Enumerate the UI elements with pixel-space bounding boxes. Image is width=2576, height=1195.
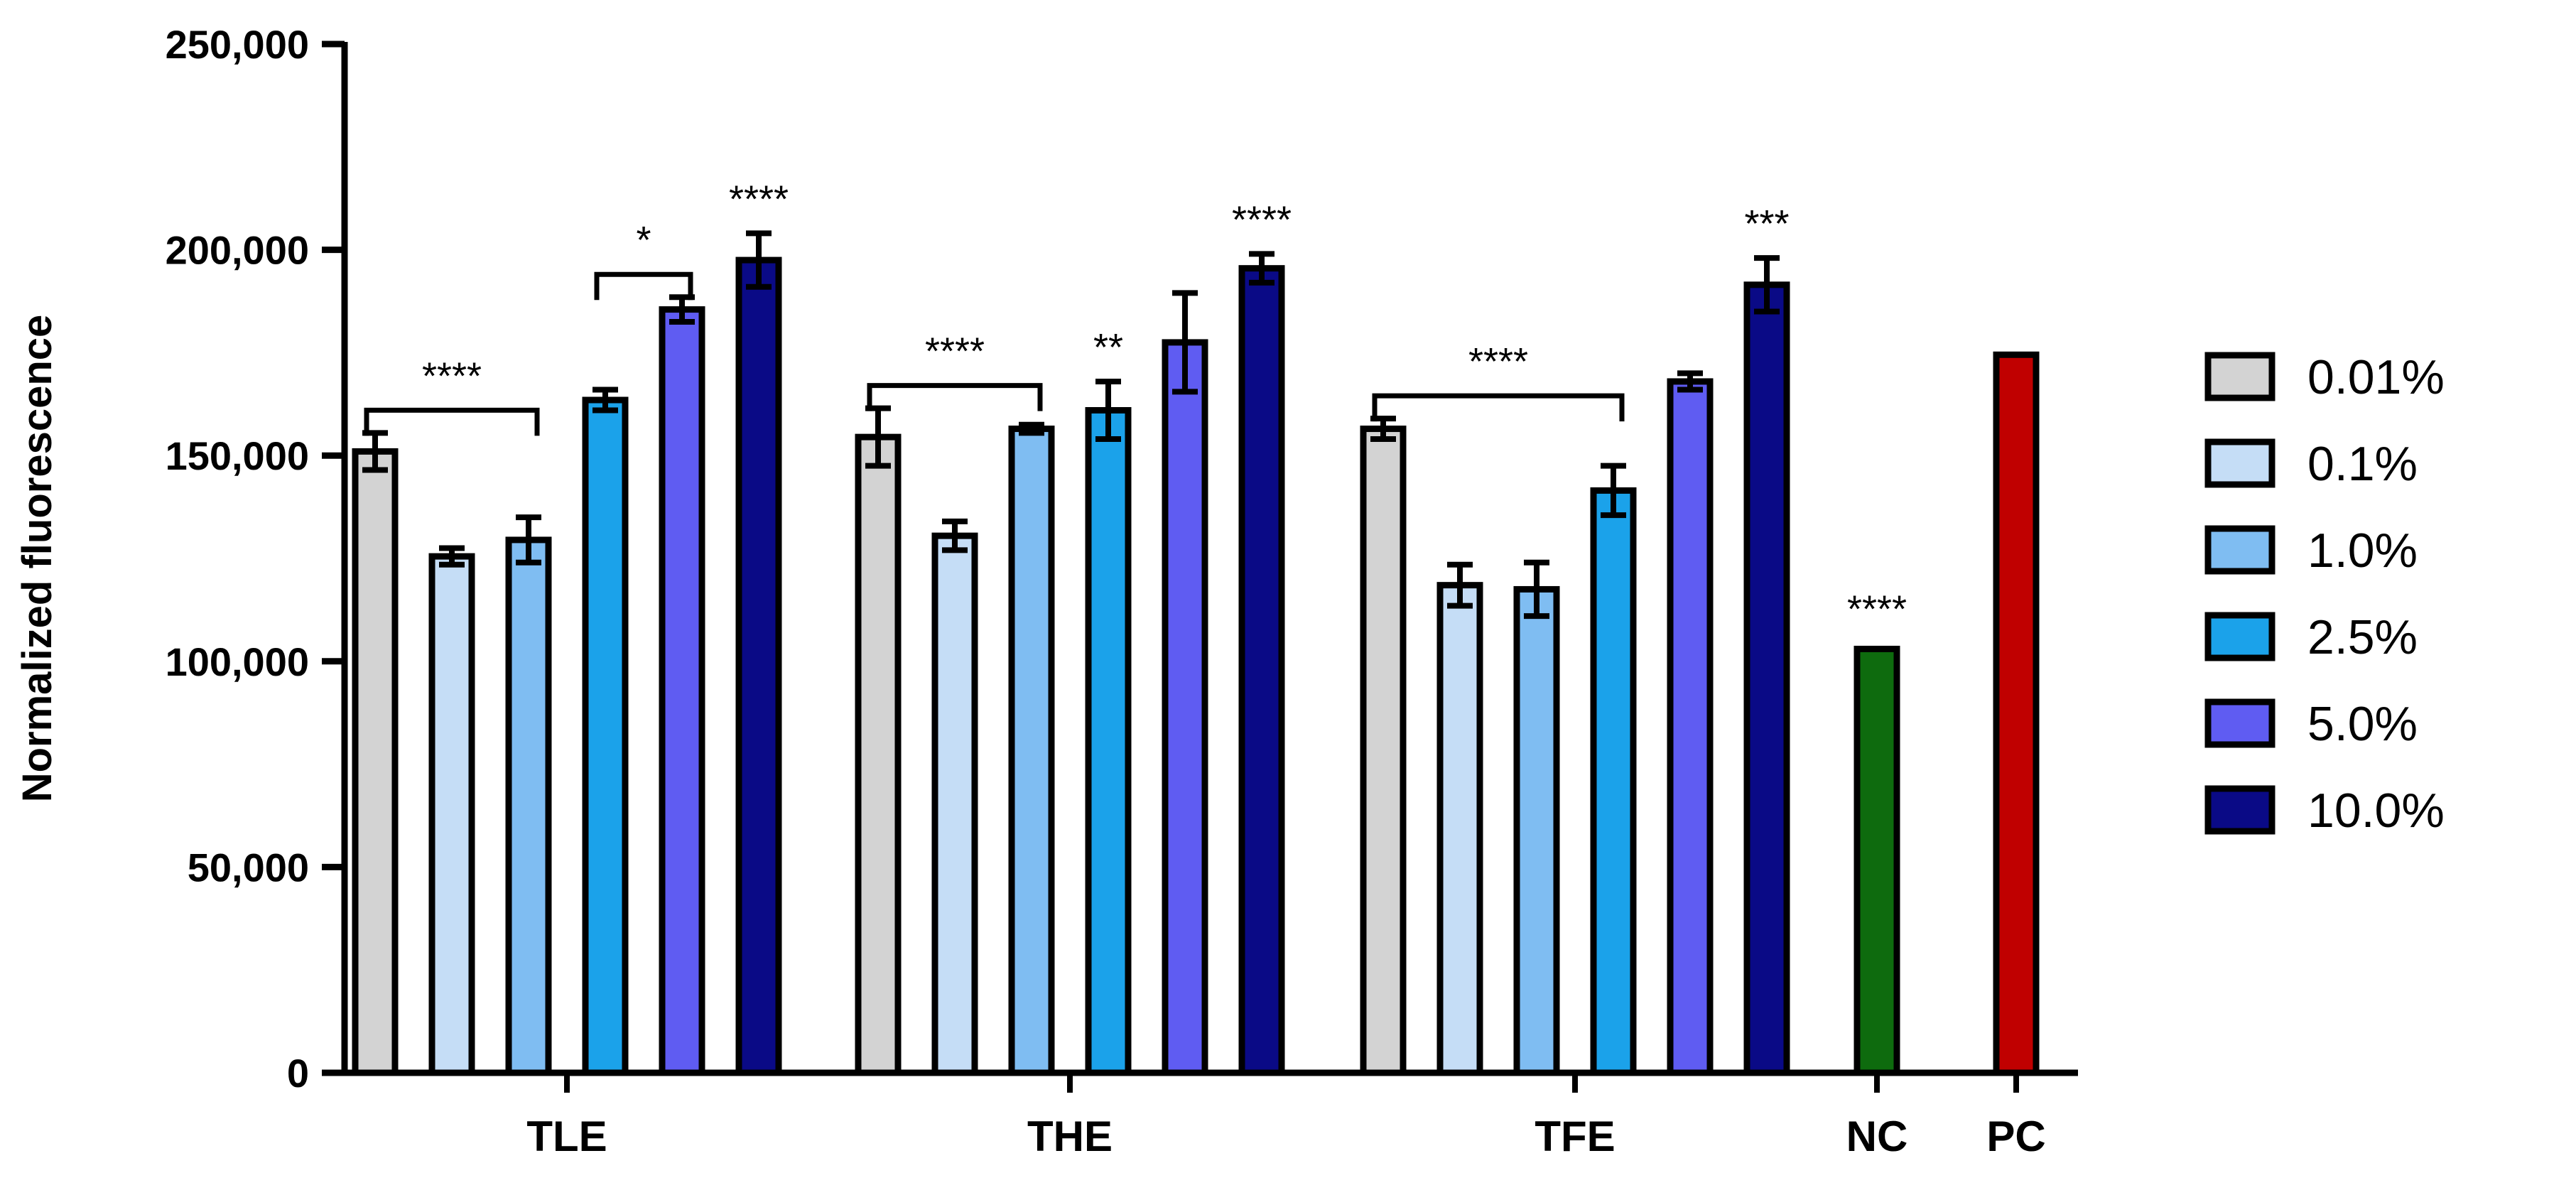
legend-label: 5.0% — [2307, 697, 2418, 751]
bar — [1513, 585, 1560, 1076]
y-tick-label: 100,000 — [166, 639, 309, 684]
significance-bracket — [594, 271, 693, 301]
bar — [1360, 426, 1407, 1076]
bar — [1590, 487, 1637, 1076]
y-axis-title: Normalized fluorescence — [14, 315, 60, 803]
bar — [855, 433, 902, 1076]
bar — [1436, 582, 1483, 1076]
bar — [505, 536, 552, 1076]
legend-label: 0.01% — [2307, 350, 2445, 404]
bar — [1743, 281, 1790, 1076]
legend-swatch — [2204, 438, 2275, 488]
significance-bracket — [1372, 393, 1625, 422]
bar — [1993, 351, 2040, 1076]
legend-label: 0.1% — [2307, 437, 2418, 491]
significance-bracket — [364, 407, 540, 436]
y-tick-label: 150,000 — [166, 433, 309, 478]
legend-swatch — [2204, 525, 2275, 575]
y-tick-label: 250,000 — [166, 22, 309, 67]
x-category-label: NC — [1846, 1113, 1908, 1160]
significance-label: **** — [1468, 340, 1528, 383]
x-category-label: TFE — [1535, 1113, 1615, 1160]
significance-label: **** — [1847, 588, 1907, 630]
significance-label: *** — [1744, 202, 1789, 245]
y-tick-label: 50,000 — [188, 845, 309, 890]
legend-swatch — [2204, 785, 2275, 835]
x-category-label: THE — [1027, 1113, 1113, 1160]
bar — [735, 256, 782, 1076]
bar — [582, 396, 629, 1076]
significance-label: **** — [729, 178, 789, 220]
y-tick-label: 200,000 — [166, 228, 309, 273]
legend-label: 2.5% — [2307, 610, 2418, 664]
bar — [1853, 645, 1900, 1076]
bar — [1008, 426, 1055, 1076]
legend-label: 1.0% — [2307, 524, 2418, 578]
bar — [1238, 265, 1285, 1076]
bar — [1085, 406, 1132, 1076]
bar — [428, 553, 475, 1076]
significance-label: **** — [422, 355, 482, 397]
bar — [1162, 339, 1208, 1076]
significance-label: ** — [1093, 326, 1123, 369]
legend-swatch — [2204, 352, 2275, 401]
significance-label: **** — [1232, 198, 1292, 241]
bar — [352, 448, 399, 1076]
significance-label: * — [636, 219, 651, 261]
legend-swatch — [2204, 612, 2275, 661]
legend-label: 10.0% — [2307, 784, 2445, 838]
bar — [931, 532, 978, 1076]
bar — [659, 306, 705, 1076]
x-category-label: TLE — [526, 1113, 607, 1160]
significance-label: **** — [925, 330, 985, 373]
bar — [1667, 378, 1714, 1076]
significance-bracket — [867, 383, 1043, 411]
legend-swatch — [2204, 698, 2275, 748]
x-category-label: PC — [1986, 1113, 2045, 1160]
y-tick-label: 0 — [287, 1051, 309, 1096]
